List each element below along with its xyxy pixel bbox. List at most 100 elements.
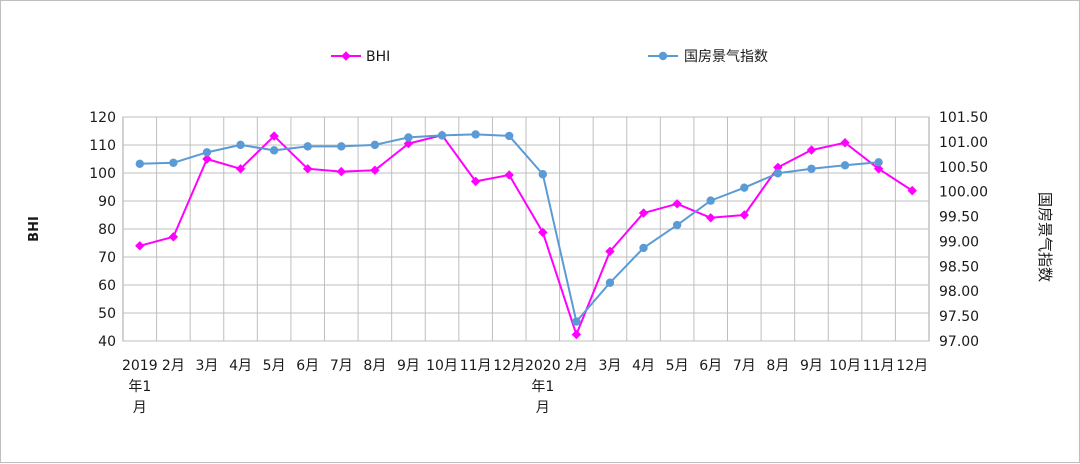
data-point-diamond bbox=[840, 138, 850, 148]
data-point-diamond bbox=[571, 329, 582, 340]
data-point-circle bbox=[236, 140, 245, 150]
axis-titles: BHI 国房景气指数 bbox=[27, 192, 1054, 282]
legend-label: BHI bbox=[366, 49, 390, 65]
x-tick-label: 7月 bbox=[330, 358, 353, 374]
data-point-diamond bbox=[907, 185, 917, 196]
y-tick-label-right: 97.50 bbox=[939, 309, 979, 325]
data-point-circle bbox=[840, 161, 850, 170]
data-point-circle bbox=[874, 158, 883, 167]
data-point-diamond bbox=[638, 208, 649, 218]
data-point-circle bbox=[471, 130, 480, 139]
data-point-diamond bbox=[470, 176, 481, 187]
data-point-diamond bbox=[739, 210, 749, 220]
data-point-diamond bbox=[504, 170, 514, 180]
x-tick-label: 月 bbox=[536, 400, 550, 416]
data-point-circle bbox=[605, 278, 615, 287]
data-point-diamond bbox=[202, 154, 212, 164]
y-tick-label-left: 90 bbox=[98, 194, 116, 210]
x-tick-label: 11月 bbox=[460, 358, 492, 374]
data-point-diamond bbox=[336, 166, 346, 177]
y-tick-label-left: 120 bbox=[89, 110, 116, 126]
x-tick-label: 3月 bbox=[598, 358, 621, 374]
series-2 bbox=[135, 130, 883, 326]
x-tick-label: 年1 bbox=[531, 379, 554, 395]
data-point-circle bbox=[202, 148, 212, 157]
y-axis-title-right: 国房景气指数 bbox=[1036, 192, 1054, 282]
tick-labels: 40 50 60 70 80 90 100 110 120 97.00 97.50 98.00 98.5… bbox=[89, 110, 988, 416]
series-layer bbox=[135, 130, 917, 340]
y-tick-label-left: 110 bbox=[89, 138, 116, 154]
x-tick-label: 12月 bbox=[896, 358, 928, 374]
y-tick-label-right: 101.00 bbox=[939, 135, 988, 151]
legend-item-2: 国房景气指数 bbox=[648, 49, 768, 65]
data-point-diamond bbox=[235, 164, 246, 174]
data-point-circle bbox=[404, 133, 413, 142]
data-point-diamond bbox=[605, 246, 615, 257]
data-point-diamond bbox=[672, 199, 682, 209]
x-tick-label: 11月 bbox=[863, 358, 895, 374]
data-point-diamond bbox=[538, 227, 548, 238]
data-point-diamond bbox=[806, 145, 817, 155]
x-tick-label: 2019 bbox=[122, 358, 158, 374]
y-tick-label-left: 70 bbox=[98, 250, 116, 266]
x-tick-label: 6月 bbox=[699, 358, 722, 374]
y-tick-label-right: 99.00 bbox=[939, 234, 979, 250]
y-tick-label-left: 50 bbox=[98, 306, 116, 322]
x-tick-label: 10月 bbox=[426, 358, 458, 374]
y-tick-label-left: 60 bbox=[98, 278, 116, 294]
x-tick-label: 3月 bbox=[195, 358, 218, 374]
x-tick-label: 月 bbox=[133, 400, 147, 416]
x-tick-label: 9月 bbox=[800, 358, 823, 374]
x-tick-label: 9月 bbox=[397, 358, 420, 374]
x-tick-label: 4月 bbox=[632, 358, 655, 374]
y-tick-label-right: 100.50 bbox=[939, 160, 988, 176]
x-tick-label: 2020 bbox=[525, 358, 561, 374]
y-tick-label-right: 97.00 bbox=[939, 334, 979, 350]
x-tick-label: 5月 bbox=[263, 358, 286, 374]
x-tick-label: 7月 bbox=[733, 358, 756, 374]
legend: BHI 国房景气指数 bbox=[331, 49, 768, 65]
data-point-diamond bbox=[370, 165, 380, 175]
y-tick-label-right: 100.00 bbox=[939, 185, 988, 201]
data-point-circle bbox=[572, 317, 581, 326]
x-tick-label: 5月 bbox=[666, 358, 689, 374]
data-point-circle bbox=[807, 164, 816, 173]
data-point-circle bbox=[135, 159, 144, 168]
y-tick-label-right: 99.50 bbox=[939, 210, 979, 226]
y-tick-label-right: 101.50 bbox=[939, 110, 988, 126]
data-point-circle bbox=[740, 183, 749, 192]
x-tick-label: 8月 bbox=[363, 358, 386, 374]
x-tick-label: 10月 bbox=[829, 358, 861, 374]
data-point-diamond bbox=[706, 213, 716, 223]
y-tick-label-right: 98.50 bbox=[939, 259, 979, 275]
data-point-diamond bbox=[303, 164, 313, 174]
y-tick-label-right: 98.00 bbox=[939, 284, 979, 300]
legend-item-1: BHI bbox=[331, 49, 390, 65]
data-point-circle bbox=[672, 220, 682, 230]
data-point-circle bbox=[303, 142, 312, 151]
data-point-diamond bbox=[269, 131, 279, 141]
data-point-diamond bbox=[168, 232, 179, 242]
x-tick-label: 2月 bbox=[162, 358, 185, 374]
y-tick-label-left: 80 bbox=[98, 222, 116, 238]
data-point-circle bbox=[658, 51, 668, 61]
y-tick-label-left: 40 bbox=[98, 334, 116, 350]
y-tick-label-left: 100 bbox=[89, 166, 116, 182]
data-point-circle bbox=[639, 243, 648, 253]
series-1 bbox=[135, 130, 917, 340]
data-point-diamond bbox=[135, 241, 145, 251]
data-point-circle bbox=[370, 140, 380, 150]
x-tick-label: 2月 bbox=[565, 358, 588, 374]
x-tick-label: 8月 bbox=[766, 358, 789, 374]
data-point-circle bbox=[437, 131, 447, 140]
x-tick-label: 6月 bbox=[296, 358, 319, 374]
data-point-circle bbox=[773, 169, 783, 178]
series-line bbox=[139, 134, 913, 336]
data-point-diamond bbox=[873, 164, 884, 174]
data-point-circle bbox=[269, 146, 279, 155]
x-tick-label: 4月 bbox=[229, 358, 252, 374]
data-point-diamond bbox=[341, 51, 351, 61]
x-tick-label: 12月 bbox=[493, 358, 525, 374]
